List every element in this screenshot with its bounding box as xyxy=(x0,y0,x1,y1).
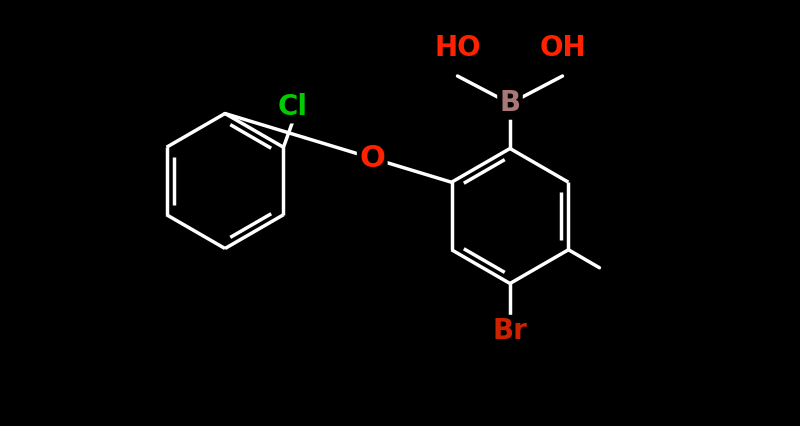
Text: B: B xyxy=(499,89,521,118)
Text: OH: OH xyxy=(539,34,586,62)
Text: Cl: Cl xyxy=(278,93,307,121)
Text: HO: HO xyxy=(434,34,481,62)
Text: Br: Br xyxy=(493,317,527,345)
Text: O: O xyxy=(359,144,385,173)
